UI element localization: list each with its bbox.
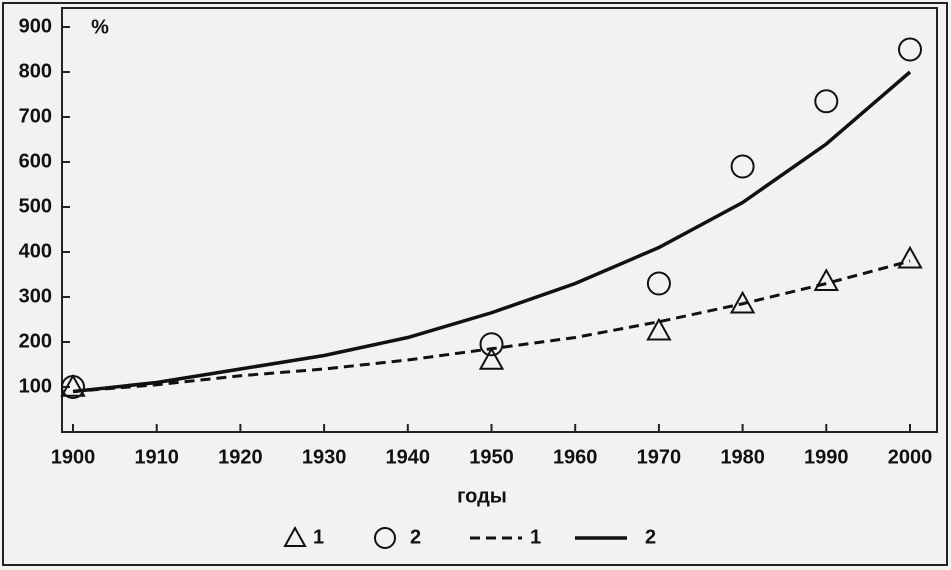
x-tick-label: 1900 [51, 446, 96, 468]
y-axis-label: % [91, 16, 109, 38]
x-tick-label: 1980 [720, 446, 765, 468]
triangle-marker [813, 268, 839, 292]
legend-label: 2 [410, 526, 421, 548]
legend-circle [374, 527, 396, 549]
triangle-marker [897, 245, 923, 269]
x-tick-label: 2000 [888, 446, 933, 468]
y-tick-label: 600 [19, 150, 52, 172]
x-tick-label: 1920 [218, 446, 263, 468]
x-tick-label: 1910 [134, 446, 179, 468]
y-tick-label: 300 [19, 285, 52, 307]
circle-marker [898, 37, 922, 62]
x-axis-label: годы [457, 485, 507, 507]
circle-marker [730, 154, 755, 179]
legend-label: 1 [313, 526, 324, 548]
x-tick-label: 1960 [553, 446, 598, 468]
x-tick-label: 1950 [469, 446, 514, 468]
y-tick-label: 400 [19, 240, 52, 262]
y-tick-label: 100 [19, 375, 52, 397]
y-tick-label: 900 [19, 15, 52, 37]
legend-label: 2 [645, 526, 656, 548]
y-tick-label: 500 [19, 195, 52, 217]
circle-marker [646, 271, 671, 296]
legend-label: 1 [530, 526, 541, 548]
y-tick-label: 800 [19, 60, 52, 82]
x-tick-label: 1940 [386, 446, 431, 468]
triangle-marker [60, 373, 86, 397]
triangle-marker [646, 317, 672, 341]
x-tick-label: 1970 [637, 446, 682, 468]
circle-marker [61, 375, 85, 399]
x-tick-label: 1990 [804, 446, 849, 468]
solid-line [72, 70, 912, 394]
dashed-line [72, 259, 911, 393]
legend-triangle [283, 525, 307, 547]
circle-marker [479, 332, 504, 357]
triangle-marker [478, 346, 505, 370]
plot-frame [61, 7, 938, 433]
x-tick-label: 1930 [302, 446, 347, 468]
circle-marker [814, 89, 839, 114]
y-tick-label: 200 [19, 330, 52, 352]
y-tick-label: 700 [19, 105, 52, 127]
